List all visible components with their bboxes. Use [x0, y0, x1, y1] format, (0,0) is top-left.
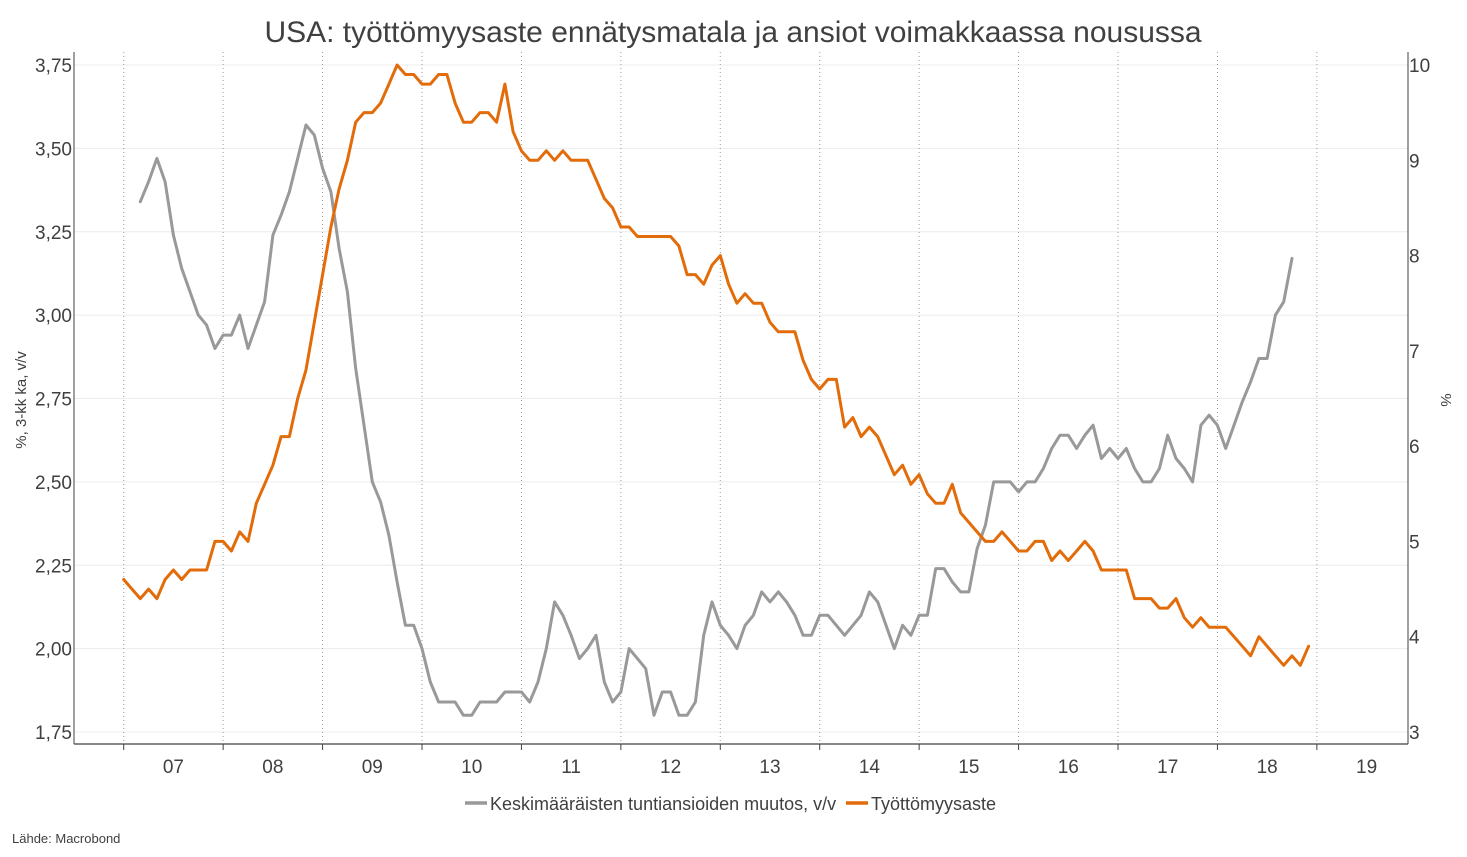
- x-tick-label: 17: [1157, 757, 1178, 778]
- y-left-tick-label: 3,50: [35, 139, 72, 160]
- y-left-tick-label: 2,50: [35, 473, 72, 494]
- x-axis: 07 08 09 10 11 12 13 14 15 16 17 18 19: [74, 743, 1408, 778]
- x-tick-label: 11: [561, 757, 581, 778]
- y-left-tick-label: 1,75: [35, 723, 72, 744]
- x-tick-label: 14: [859, 757, 881, 778]
- y-left-axis: 1,75 2,00 2,25 2,50 2,75 3,00 3,25 3,50 3,75: [35, 52, 75, 744]
- y-right-axis: 3 4 5 6 7 8 9 10: [1407, 52, 1430, 744]
- x-tick-label: 18: [1257, 757, 1278, 778]
- x-tick-label: 12: [660, 757, 681, 778]
- y-right-tick-label: 8: [1409, 247, 1420, 268]
- series-line-1: [138, 123, 1294, 717]
- x-tick-label: 15: [958, 757, 979, 778]
- x-tick-label: 09: [362, 757, 383, 778]
- y-right-tick-label: 7: [1409, 342, 1420, 363]
- y-left-tick-label: 2,75: [35, 390, 72, 411]
- x-tick-label: 07: [163, 757, 184, 778]
- series-group: [122, 63, 1311, 717]
- y-right-tick-label: 5: [1409, 532, 1420, 553]
- x-tick-label: 10: [461, 757, 482, 778]
- legend-label-1: Keskimääräisten tuntiansioiden muutos, v…: [490, 794, 836, 814]
- y-left-tick-label: 3,25: [35, 223, 72, 244]
- x-tick-label: 08: [262, 757, 283, 778]
- y-right-tick-label: 9: [1409, 151, 1420, 172]
- y-left-tick-label: 3,75: [35, 56, 72, 77]
- x-tick-label: 16: [1058, 757, 1079, 778]
- legend-label-2: Työttömyysaste: [871, 794, 996, 814]
- y-right-axis-label: %: [1437, 393, 1454, 406]
- y-right-tick-label: 10: [1409, 56, 1430, 77]
- y-left-tick-label: 2,25: [35, 556, 72, 577]
- legend: Keskimääräisten tuntiansioiden muutos, v…: [465, 794, 996, 814]
- x-tick-label: 13: [759, 757, 780, 778]
- y-left-tick-label: 2,00: [35, 640, 72, 661]
- x-tick-label: 19: [1356, 757, 1377, 778]
- source-note: Lähde: Macrobond: [12, 831, 120, 846]
- y-right-tick-label: 4: [1409, 628, 1420, 649]
- series-line-2: [122, 63, 1311, 667]
- y-right-tick-label: 3: [1409, 723, 1420, 744]
- y-left-axis-label: %, 3-kk ka, v/v: [13, 351, 30, 449]
- y-right-tick-label: 6: [1409, 437, 1420, 458]
- chart-title: USA: työttömyysaste ennätysmatala ja ans…: [264, 16, 1201, 49]
- y-left-tick-label: 3,00: [35, 306, 72, 327]
